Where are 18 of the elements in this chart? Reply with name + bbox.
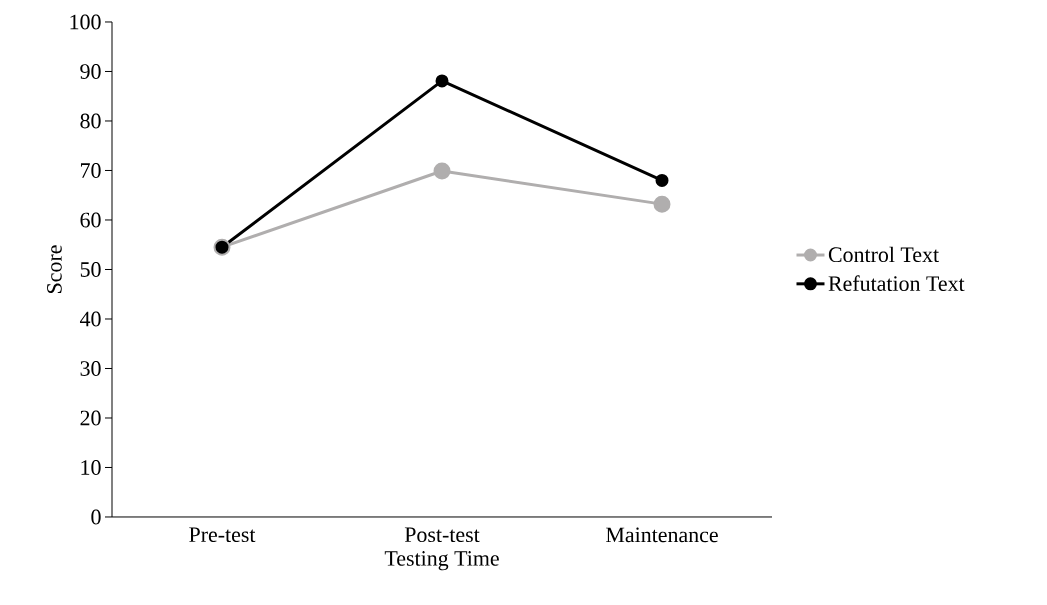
y-axis-title: Score xyxy=(47,245,62,293)
legend-label: Control Text xyxy=(828,246,939,263)
x-axis-title: Testing Time xyxy=(384,551,499,571)
y-tick-label: 100 xyxy=(70,14,101,30)
y-tick-label: 30 xyxy=(80,361,101,376)
x-tick-label: Maintenance xyxy=(606,527,718,543)
y-tick-label: 20 xyxy=(80,410,101,426)
y-tick-label: 0 xyxy=(91,509,101,525)
y-tick-label: 40 xyxy=(79,311,101,327)
y-tick-label: 10 xyxy=(81,460,101,475)
y-tick-label: 50 xyxy=(80,262,101,277)
legend-label: Refutation Text xyxy=(828,275,965,292)
x-tick-label: Post-test xyxy=(404,527,480,543)
y-tick-label: 90 xyxy=(80,64,101,79)
y-tick-label: 80 xyxy=(80,113,101,129)
y-tick-label: 60 xyxy=(80,212,101,228)
y-tick-label: 70 xyxy=(81,163,101,178)
x-tick-label: Pre-test xyxy=(189,527,256,543)
